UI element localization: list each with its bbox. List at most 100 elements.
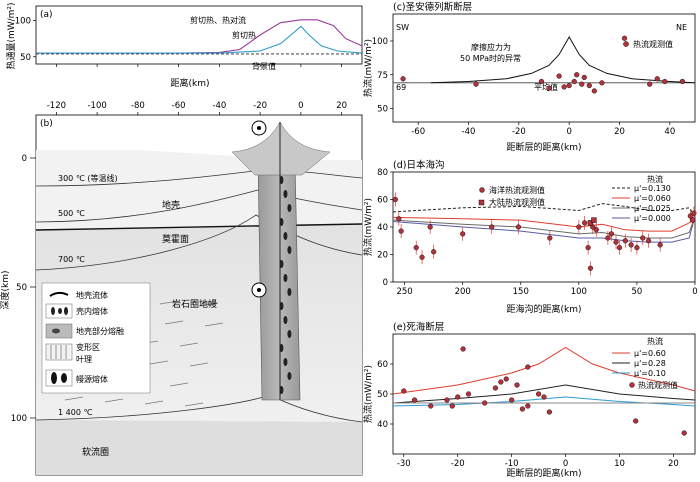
panel-c-ylabel: 热流(mW/m²): [362, 39, 374, 97]
panel-a-ann-bg: 背景值: [252, 61, 276, 71]
panel-c-ann-friction2: 50 MPa时的异常: [460, 53, 521, 63]
panel-d-ocean-point-1: [396, 216, 401, 221]
mantle-melt-icon: [46, 370, 72, 386]
x-tick-label: 100: [571, 287, 587, 297]
partial-melt-icon: [46, 324, 72, 338]
melt-pocket: [287, 288, 291, 296]
panel-c-legend-dot: [623, 41, 628, 46]
panel-a-ylabel: 热通量(mW/m²): [5, 2, 17, 69]
moho-label: 莫霍面: [162, 233, 189, 245]
y-tick-label: 50: [377, 105, 388, 115]
legend-foliation: 叶理: [76, 355, 92, 364]
panel-e-legend: μ'=0.60μ'=0.28μ'=0.10: [612, 349, 666, 378]
panel-a-series-1: [36, 26, 362, 53]
x-tick-label: -40: [212, 101, 226, 111]
panel-e-point-9: [493, 386, 498, 391]
panel-c-point-2: [539, 79, 544, 84]
y-tick-label: 75: [377, 71, 388, 81]
panel-d-ocean-point-26: [658, 242, 663, 247]
panel-b-label: (b): [40, 119, 53, 129]
panel-d-ocean-point-9: [516, 225, 521, 230]
panel-c-point-8: [574, 72, 579, 77]
panel-c-point-13: [599, 80, 604, 85]
panel-e-point-6: [461, 347, 466, 352]
panel-d-legend-label: μ'=0.000: [634, 214, 671, 223]
panel-c-point-3: [547, 86, 552, 91]
panel-c-point-10: [582, 75, 587, 80]
x-tick-label: -100: [87, 101, 106, 111]
y-tick-label: 100: [15, 17, 31, 27]
panel-e-point-16: [525, 404, 530, 409]
panel-c-point-12: [592, 89, 597, 94]
panel-e-point-0: [401, 389, 406, 394]
x-tick-label: 0: [566, 127, 571, 137]
x-tick-label: -10: [505, 459, 519, 469]
panel-c-point-6: [567, 83, 572, 88]
isotherm-700-label: 700 ℃: [58, 255, 85, 264]
panel-b-ylabel: 深度(km): [0, 270, 11, 309]
isotherm-300-label: 300 ℃ (等温线): [58, 173, 118, 183]
panel-d-ylabel: 热流(mW/m²): [362, 198, 374, 256]
melt-pocket: [283, 232, 287, 240]
panel-d-ocean-point-13: [586, 245, 591, 250]
out-of-page-dot-top: [257, 126, 261, 130]
x-tick-label: 200: [455, 287, 471, 297]
panel-d-legend-ocean: [480, 188, 485, 193]
depth-tick-label-50: 50: [16, 283, 27, 293]
panel-c-point-1: [474, 82, 479, 87]
panel-d-legend-ocean-text: 海洋热流观测值: [489, 185, 545, 195]
panel-e-legend-label: μ'=0.10: [634, 369, 666, 378]
panel-c-ann-mean: 平均值: [534, 82, 558, 92]
panel-d-ocean-point-19: [614, 240, 619, 245]
x-tick-label: -20: [512, 127, 526, 137]
y-tick-label: 0: [383, 278, 388, 288]
panel-d-ocean-point-17: [605, 236, 610, 241]
legend-crustal-fluid: 地壳流体: [76, 290, 108, 300]
x-tick-label: 20: [336, 101, 347, 111]
x-tick-label: 50: [632, 287, 643, 297]
panel-c-point-16: [655, 76, 660, 81]
panel-e-point-13: [515, 383, 520, 388]
melt-pocket: [279, 176, 283, 184]
x-tick-label: -20: [253, 101, 267, 111]
panel-e-point-12: [509, 398, 514, 403]
panel-d-ocean-point-14: [588, 266, 593, 271]
panel-e-point-10: [498, 380, 503, 385]
panel-d-japan-trench-chart: (d)日本海沟 海洋热流观测值 大陆热流观测值 热流 μ'=0.130μ'=0.…: [362, 159, 698, 315]
panel-d-ocean-point-8: [489, 225, 494, 230]
panel-a-label: (a): [40, 10, 53, 20]
melt-pocket: [283, 358, 287, 366]
out-of-page-dot-bottom: [257, 288, 261, 292]
panel-d-ocean-point-6: [431, 249, 436, 254]
panel-c-san-andreas-chart: (c)圣安德列斯断层 SW NE 摩擦应力为 50 MPa时的异常 平均值 69…: [362, 1, 695, 153]
panel-e-xlabel: 距断层的距离(km): [506, 467, 581, 479]
x-tick-label: 250: [396, 287, 412, 297]
panel-c-point-17: [662, 79, 667, 84]
panel-a-frame: [36, 6, 362, 64]
y-tick-label: 100: [372, 37, 388, 47]
panel-a-xlabel: 距离(km): [170, 77, 209, 89]
panel-c-point-15: [647, 82, 652, 87]
panel-d-land-point-1: [591, 218, 596, 223]
y-tick-label: 40: [377, 223, 388, 233]
panel-e-legend-label: μ'=0.60: [634, 349, 666, 358]
panel-e-legend-label: μ'=0.28: [634, 359, 666, 368]
panel-e-point-2: [428, 404, 433, 409]
panel-c-point-11: [587, 83, 592, 88]
panel-d-ocean-point-12: [582, 220, 587, 225]
panel-c-point-9: [579, 82, 584, 87]
panel-d-xlabel: 距海沟的距离(km): [506, 303, 581, 315]
panel-c-point-0: [401, 76, 406, 81]
composite-figure: (a) 剪切热、热对流 剪切热 背景值 -120 -100 -80 -60 -40 -20…: [0, 0, 700, 482]
panel-d-ocean-point-24: [640, 236, 645, 241]
panel-b-cross-section: (b) 300 ℃ (等温线) 500 ℃ 地壳 莫霍面 700 ℃ 岩石圈地幔…: [0, 115, 362, 475]
x-tick-label: 20: [668, 459, 679, 469]
y-tick-label: 60: [377, 196, 388, 206]
melt-pocket: [283, 190, 287, 198]
panel-d-ocean-point-25: [646, 238, 651, 243]
crust-label: 地壳: [162, 199, 180, 211]
panel-d-ocean-point-7: [460, 231, 465, 236]
panel-d-ocean-point-23: [635, 245, 640, 250]
panel-e-legend-obs: 热流观测值: [638, 380, 678, 390]
